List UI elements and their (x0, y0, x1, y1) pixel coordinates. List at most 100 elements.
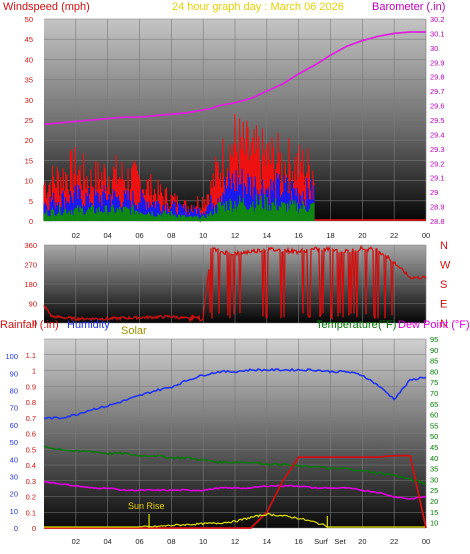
windspeed-axis-label: Windspeed (mph) (3, 1, 90, 13)
temperature-tick-label: 90 (430, 346, 438, 355)
temperature-line (43, 445, 427, 485)
x-tick-label: 10 (199, 537, 207, 546)
temperature-unit: (°F) (378, 319, 396, 331)
windspeed-tick-label: 30 (25, 96, 33, 105)
barometer-tick-label: 29.4 (430, 130, 445, 139)
barometer-tick-label: 29.9 (430, 58, 445, 67)
windspeed-tick-label: 50 (25, 15, 33, 24)
temperature-tick-label: 45 (430, 443, 438, 452)
windspeed-tick-label: 0 (29, 217, 33, 226)
direction-tick-label: 360 (24, 241, 37, 250)
sun-rise-annotation: Sun Rise (128, 501, 165, 511)
rainfall-tick-label: 1 (32, 367, 36, 376)
compass-label: S (440, 279, 447, 291)
windspeed-tick-label: 15 (25, 156, 33, 165)
barometer-tick-label: 29.1 (430, 174, 445, 183)
panel1-right-ticks: 28.8 28.9 29 29.1 29.2 29.3 29.4 29.5 29.6 29.7 29… (430, 15, 445, 226)
x-tick-label: 20 (358, 231, 366, 240)
compass-label: E (440, 299, 447, 311)
x-tick-label: 14 (263, 231, 271, 240)
chart-title: 24 hour graph day : March 06 2026 (172, 1, 344, 13)
temperature-tick-label: 75 (430, 378, 438, 387)
x-tick-label: 12 (231, 537, 239, 546)
temperature-tick-label: 80 (430, 367, 438, 376)
x-tick-label: 06 (135, 231, 143, 240)
humidity-tick-label: 90 (10, 369, 18, 378)
windspeed-tick-label: 5 (29, 197, 33, 206)
temperature-tick-label: 70 (430, 389, 438, 398)
direction-tick-label: 0 (33, 319, 37, 328)
rainfall-tick-label: 0.5 (26, 445, 36, 454)
temperature-tick-label: 55 (430, 421, 438, 430)
solar-line (44, 512, 425, 528)
humidity-tick-label: 20 (10, 490, 18, 499)
rainfall-tick-label: 0.3 (26, 477, 36, 486)
barometer-tick-label: 29 (430, 188, 438, 197)
humidity-tick-label: 60 (10, 421, 18, 430)
rainfall-ticks: 0 0.1 0.2 0.3 0.4 0.5 0.6 0.7 0.8 0.9 1 1.1 (26, 351, 36, 533)
rainfall-tick-label: 0.6 (26, 430, 36, 439)
x-tick-label: 22 (390, 231, 398, 240)
temperature-tick-label: 60 (430, 411, 438, 420)
rainfall-tick-label: 0.1 (26, 508, 36, 517)
x-tick-label: 12 (231, 231, 239, 240)
dewpoint-legend-label: Dew Point (°F) (398, 319, 470, 331)
rainfall-tick-label: 0.7 (26, 414, 36, 423)
direction-tick-label: 180 (24, 280, 37, 289)
x-tick-label: 10 (199, 231, 207, 240)
humidity-tick-label: 70 (10, 404, 18, 413)
temperature-legend-label: Temperature (316, 319, 378, 331)
temperature-tick-label: 65 (430, 400, 438, 409)
x-tick-label: 16 (294, 231, 302, 240)
barometer-axis-label: Barometer (.in) (372, 1, 445, 13)
panel1-left-ticks: 0 5 10 15 20 25 30 35 40 45 50 (25, 15, 33, 226)
humidity-tick-label: 40 (10, 455, 18, 464)
barometer-tick-label: 30.1 (430, 29, 445, 38)
panel3-series (43, 367, 427, 529)
temperature-tick-label: 95 (430, 335, 438, 344)
humidity-line (43, 367, 427, 420)
x-tick-label: Surf (314, 537, 329, 546)
windspeed-tick-label: 40 (25, 55, 33, 64)
temperature-tick-label: 50 (430, 432, 438, 441)
barometer-tick-label: 29.3 (430, 145, 445, 154)
barometer-tick-label: 29.7 (430, 87, 445, 96)
x-tick-label: 04 (103, 537, 111, 546)
x-tick-label: 20 (358, 537, 366, 546)
x-tick-label: 02 (72, 537, 80, 546)
rainfall-tick-label: 0 (32, 524, 36, 533)
humidity-tick-label: 50 (10, 438, 18, 447)
dewpoint-line (43, 480, 427, 500)
compass-label: W (440, 260, 451, 272)
x-tick-label: 16 (294, 537, 302, 546)
windspeed-tick-label: 20 (25, 136, 33, 145)
windspeed-tick-label: 35 (25, 76, 33, 85)
panel3-x-ticks: 02 04 06 08 10 12 14 16 Surf Set 20 22 00 (72, 537, 431, 546)
humidity-tick-label: 10 (10, 507, 18, 516)
x-tick-label: 06 (135, 537, 143, 546)
barometer-line (43, 31, 426, 126)
temperature-tick-label: 85 (430, 357, 438, 366)
panel1-x-ticks: 02 04 06 08 10 12 14 16 18 20 22 00 (72, 231, 431, 240)
x-tick-label: 02 (72, 231, 80, 240)
direction-tick-label: 90 (29, 300, 37, 309)
temperature-tick-label: 25 (430, 486, 438, 495)
temperature-tick-label: 20 (430, 497, 438, 506)
x-tick-label: 18 (326, 231, 334, 240)
rainfall-tick-label: 0.9 (26, 382, 36, 391)
x-tick-label: 22 (390, 537, 398, 546)
panel3-grid (44, 338, 427, 529)
barometer-tick-label: 29.2 (430, 159, 445, 168)
windspeed-tick-label: 25 (25, 116, 33, 125)
rainfall-axis-label: Rainfall (.in) (0, 319, 59, 331)
x-tick-label: 08 (167, 537, 175, 546)
barometer-tick-label: 28.8 (430, 217, 445, 226)
solar-legend-label: Solar (121, 325, 147, 337)
barometer-tick-label: 28.9 (430, 203, 445, 212)
rainfall-tick-label: 0.8 (26, 398, 36, 407)
panel2-left-ticks: 0 90 180 270 360 (24, 241, 37, 328)
humidity-legend-label: Humidity (67, 319, 110, 331)
barometer-tick-label: 30 (430, 44, 438, 53)
